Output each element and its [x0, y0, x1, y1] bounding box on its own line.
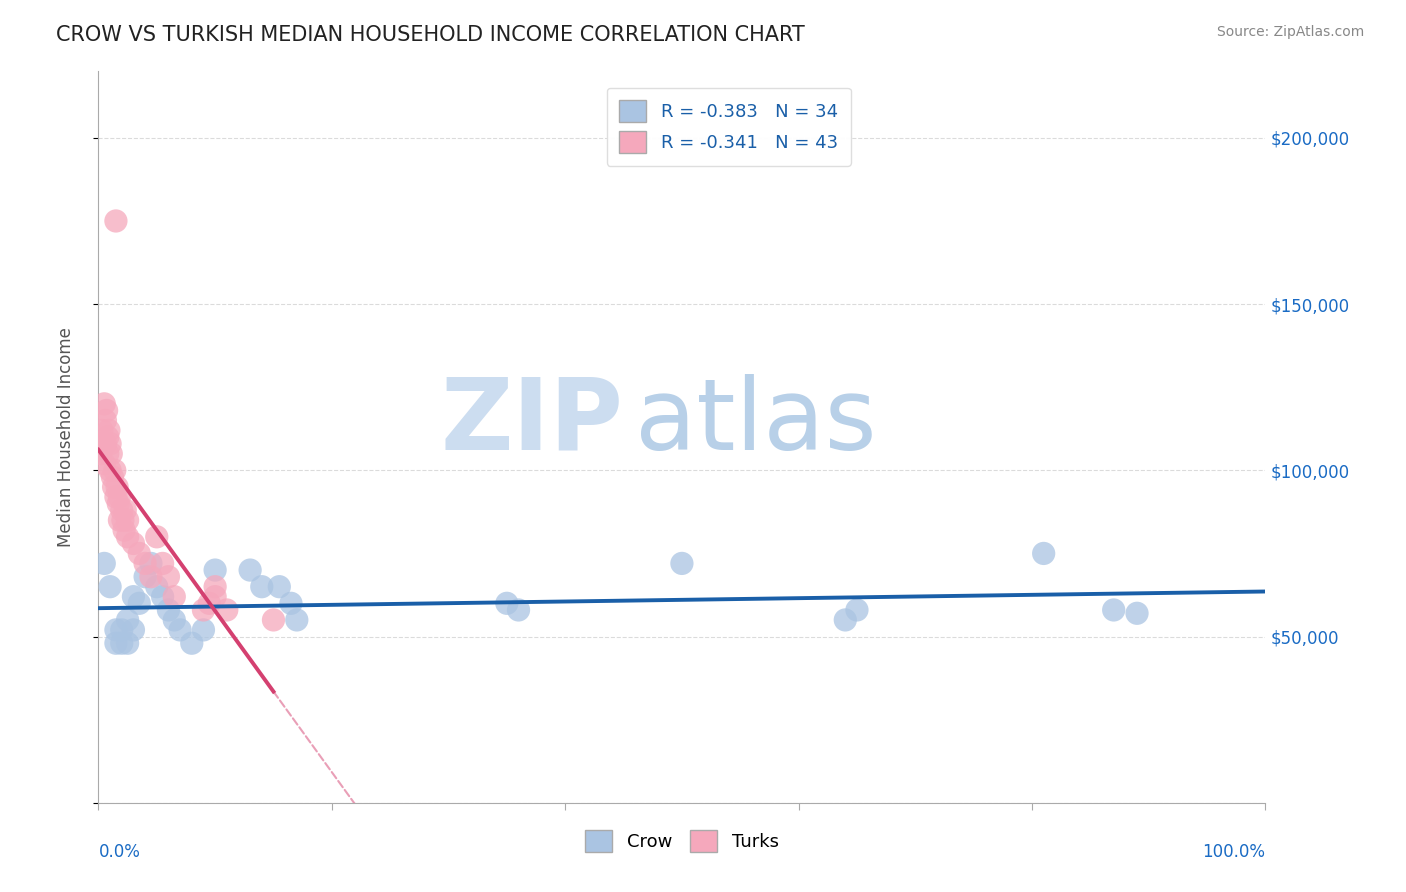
Point	[117, 613, 139, 627]
Point	[93, 557, 115, 571]
Point	[163, 590, 186, 604]
Point	[1102, 603, 1125, 617]
Point	[122, 623, 145, 637]
Point	[111, 636, 134, 650]
Point	[204, 590, 226, 604]
Point	[1032, 546, 1054, 560]
Point	[193, 603, 215, 617]
Point	[104, 636, 127, 650]
Point	[98, 463, 121, 477]
Point	[846, 603, 869, 617]
Point	[122, 536, 145, 550]
Point	[180, 636, 202, 650]
Legend: Crow, Turks: Crow, Turks	[578, 823, 786, 860]
Point	[93, 457, 115, 471]
Point	[139, 557, 162, 571]
Point	[108, 490, 131, 504]
Point	[157, 603, 180, 617]
Point	[97, 447, 120, 461]
Point	[91, 436, 114, 450]
Point	[111, 503, 134, 517]
Point	[163, 613, 186, 627]
Point	[250, 580, 273, 594]
Point	[239, 563, 262, 577]
Point	[90, 447, 112, 461]
Point	[96, 403, 118, 417]
Point	[104, 490, 127, 504]
Point	[496, 596, 519, 610]
Point	[100, 447, 122, 461]
Point	[108, 513, 131, 527]
Point	[103, 480, 125, 494]
Text: CROW VS TURKISH MEDIAN HOUSEHOLD INCOME CORRELATION CHART: CROW VS TURKISH MEDIAN HOUSEHOLD INCOME …	[56, 25, 806, 45]
Point	[117, 513, 139, 527]
Point	[169, 623, 191, 637]
Point	[111, 513, 134, 527]
Point	[104, 463, 127, 477]
Point	[104, 214, 127, 228]
Text: ZIP: ZIP	[440, 374, 624, 471]
Point	[111, 623, 134, 637]
Text: 0.0%: 0.0%	[98, 843, 141, 861]
Point	[285, 613, 308, 627]
Point	[146, 580, 169, 594]
Point	[94, 436, 117, 450]
Point	[198, 596, 221, 610]
Text: Source: ZipAtlas.com: Source: ZipAtlas.com	[1216, 25, 1364, 39]
Point	[280, 596, 302, 610]
Point	[1126, 607, 1149, 621]
Point	[105, 480, 128, 494]
Point	[193, 623, 215, 637]
Point	[152, 590, 174, 604]
Y-axis label: Median Household Income: Median Household Income	[56, 327, 75, 547]
Point	[152, 557, 174, 571]
Point	[104, 623, 127, 637]
Point	[122, 590, 145, 604]
Point	[128, 546, 150, 560]
Point	[134, 570, 156, 584]
Point	[98, 436, 121, 450]
Point	[94, 413, 117, 427]
Point	[204, 563, 226, 577]
Point	[97, 430, 120, 444]
Point	[262, 613, 284, 627]
Point	[117, 636, 139, 650]
Text: atlas: atlas	[636, 374, 877, 471]
Point	[97, 424, 120, 438]
Point	[139, 570, 162, 584]
Point	[107, 497, 129, 511]
Point	[146, 530, 169, 544]
Point	[117, 530, 139, 544]
Point	[114, 503, 136, 517]
Point	[834, 613, 856, 627]
Point	[157, 570, 180, 584]
Point	[134, 557, 156, 571]
Point	[215, 603, 238, 617]
Point	[204, 580, 226, 594]
Point	[101, 470, 124, 484]
Point	[112, 523, 135, 537]
Point	[269, 580, 291, 594]
Point	[90, 424, 112, 438]
Point	[508, 603, 530, 617]
Text: 100.0%: 100.0%	[1202, 843, 1265, 861]
Point	[98, 580, 121, 594]
Point	[671, 557, 693, 571]
Point	[128, 596, 150, 610]
Point	[93, 397, 115, 411]
